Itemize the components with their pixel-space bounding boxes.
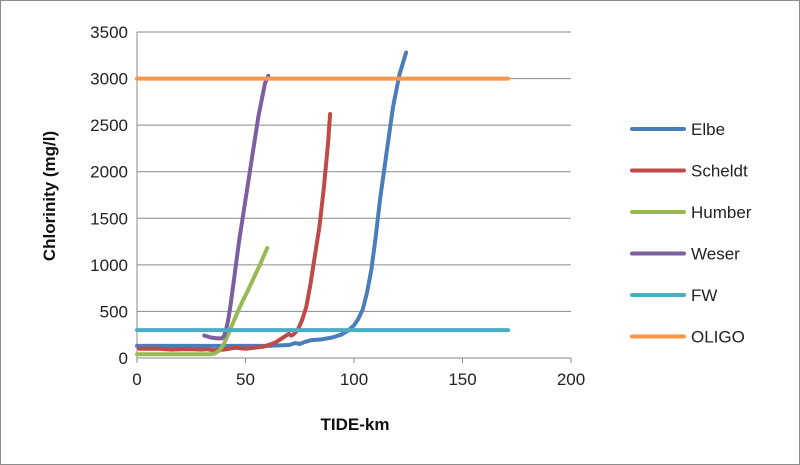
x-tick-label: 200 [557,370,585,389]
series-line-scheldt [137,112,333,353]
series-layer [135,50,511,357]
y-tick-label: 1500 [90,209,128,228]
legend-label-scheldt: Scheldt [691,162,748,181]
y-tick-label: 2000 [90,163,128,182]
y-tick-label: 1000 [90,256,128,275]
tick-labels: 0 500 1000 1500 2000 2500 3000 3500 0 50 100 150 200 [90,23,585,389]
legend-label-elbe: Elbe [691,120,725,139]
x-tick-label: 50 [236,370,255,389]
legend-label-humber: Humber [691,203,752,222]
y-tick-label: 0 [119,349,128,368]
y-tick-label: 3000 [90,70,128,89]
series-line-humber [135,246,270,357]
series-line-weser [202,73,271,341]
x-tick-label: 100 [340,370,368,389]
y-axis-title: Chlorinity (mg/l) [40,131,59,261]
y-tick-label: 3500 [90,23,128,42]
x-axis-title: TIDE-km [321,415,390,434]
gridlines [137,31,571,312]
y-tick-label: 2500 [90,116,128,135]
legend-label-weser: Weser [691,245,740,264]
y-tick-label: 500 [100,302,128,321]
x-tick-label: 0 [132,370,141,389]
series-line-elbe [135,50,409,348]
legend: Elbe Scheldt Humber Weser FW OLIGO [630,120,752,347]
x-tick-label: 150 [448,370,476,389]
legend-label-oligo: OLIGO [691,328,745,347]
axes [136,32,572,363]
legend-label-fw: FW [691,286,717,305]
